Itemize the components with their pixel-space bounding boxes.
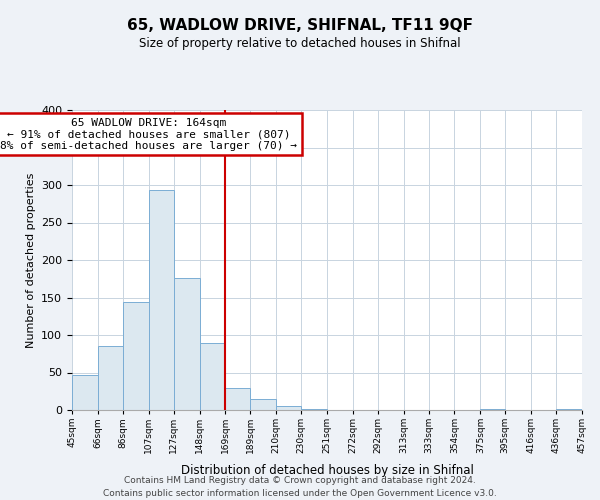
X-axis label: Distribution of detached houses by size in Shifnal: Distribution of detached houses by size … (181, 464, 473, 477)
Bar (123, 302, 149, 410)
Bar (149, 190, 173, 410)
Bar (226, 388, 250, 410)
Text: 65, WADLOW DRIVE, SHIFNAL, TF11 9QF: 65, WADLOW DRIVE, SHIFNAL, TF11 9QF (127, 18, 473, 32)
Bar (556, 408, 582, 410)
Bar (98, 346, 123, 410)
Bar (250, 399, 276, 410)
Bar (276, 406, 301, 410)
Text: Size of property relative to detached houses in Shifnal: Size of property relative to detached ho… (139, 38, 461, 51)
Bar (199, 342, 226, 410)
Bar (72, 375, 98, 410)
Text: Contains HM Land Registry data © Crown copyright and database right 2024.
Contai: Contains HM Land Registry data © Crown c… (103, 476, 497, 498)
Bar (481, 408, 505, 410)
Y-axis label: Number of detached properties: Number of detached properties (26, 172, 35, 348)
Text: 65 WADLOW DRIVE: 164sqm
← 91% of detached houses are smaller (807)
8% of semi-de: 65 WADLOW DRIVE: 164sqm ← 91% of detache… (0, 118, 297, 150)
Bar (301, 409, 327, 410)
Bar (173, 278, 199, 410)
